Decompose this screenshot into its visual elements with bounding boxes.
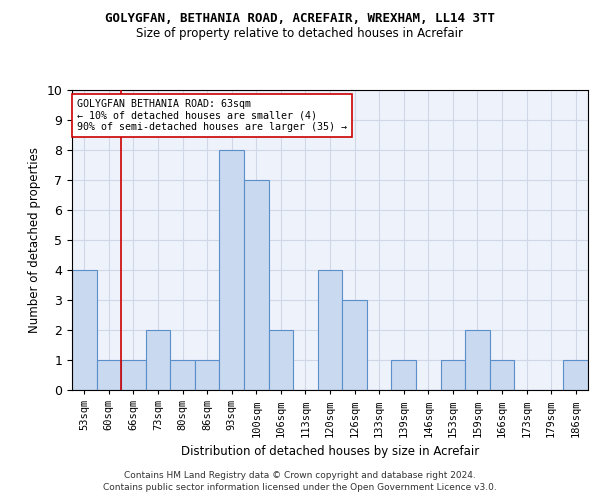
Bar: [72, 270, 97, 390]
Bar: [146, 330, 170, 390]
Bar: [318, 270, 342, 390]
Bar: [244, 180, 269, 390]
Bar: [465, 330, 490, 390]
Bar: [97, 360, 121, 390]
Bar: [563, 360, 588, 390]
Text: GOLYGFAN BETHANIA ROAD: 63sqm
← 10% of detached houses are smaller (4)
90% of se: GOLYGFAN BETHANIA ROAD: 63sqm ← 10% of d…: [77, 99, 347, 132]
X-axis label: Distribution of detached houses by size in Acrefair: Distribution of detached houses by size …: [181, 445, 479, 458]
Y-axis label: Number of detached properties: Number of detached properties: [28, 147, 41, 333]
Bar: [220, 150, 244, 390]
Bar: [490, 360, 514, 390]
Text: Size of property relative to detached houses in Acrefair: Size of property relative to detached ho…: [137, 28, 464, 40]
Bar: [195, 360, 220, 390]
Bar: [391, 360, 416, 390]
Bar: [342, 300, 367, 390]
Bar: [121, 360, 146, 390]
Text: Contains HM Land Registry data © Crown copyright and database right 2024.: Contains HM Land Registry data © Crown c…: [124, 471, 476, 480]
Bar: [170, 360, 195, 390]
Bar: [440, 360, 465, 390]
Text: GOLYGFAN, BETHANIA ROAD, ACREFAIR, WREXHAM, LL14 3TT: GOLYGFAN, BETHANIA ROAD, ACREFAIR, WREXH…: [105, 12, 495, 26]
Text: Contains public sector information licensed under the Open Government Licence v3: Contains public sector information licen…: [103, 484, 497, 492]
Bar: [269, 330, 293, 390]
